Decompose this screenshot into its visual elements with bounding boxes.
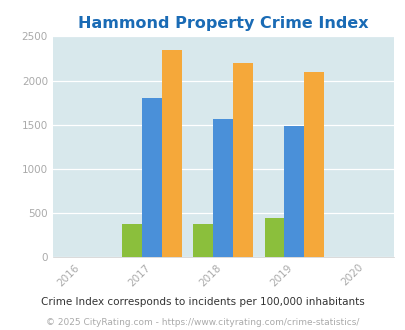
- Bar: [284, 126, 304, 257]
- Text: Crime Index corresponds to incidents per 100,000 inhabitants: Crime Index corresponds to incidents per…: [41, 297, 364, 307]
- Bar: [303, 72, 323, 257]
- Bar: [122, 224, 142, 257]
- Bar: [142, 98, 162, 257]
- Bar: [233, 63, 253, 257]
- Title: Hammond Property Crime Index: Hammond Property Crime Index: [78, 16, 368, 31]
- Bar: [213, 119, 233, 257]
- Bar: [264, 218, 284, 257]
- Text: © 2025 CityRating.com - https://www.cityrating.com/crime-statistics/: © 2025 CityRating.com - https://www.city…: [46, 318, 359, 327]
- Bar: [162, 50, 182, 257]
- Bar: [193, 224, 213, 257]
